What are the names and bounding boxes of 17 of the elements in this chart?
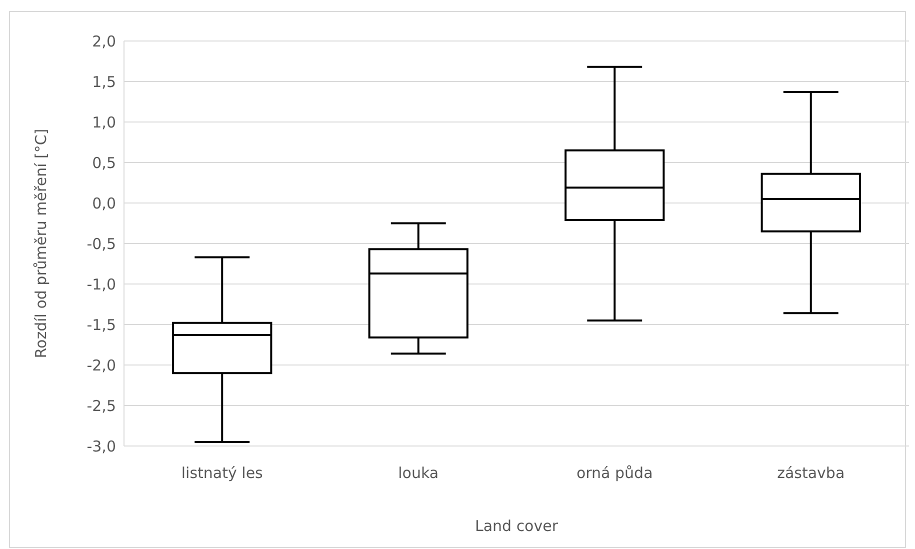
y-tick-label: 2,0 bbox=[92, 32, 116, 50]
y-tick-label: -2,0 bbox=[86, 356, 116, 374]
x-tick-label: louka bbox=[398, 464, 439, 482]
y-tick-label: 1,0 bbox=[92, 113, 116, 132]
y-tick-label: 0,0 bbox=[92, 194, 116, 212]
y-tick-label: 0,5 bbox=[92, 154, 116, 172]
y-tick-label: 1,5 bbox=[92, 72, 116, 91]
y-axis-title: Rozdíl od průměru měření [°C] bbox=[32, 128, 50, 358]
y-tick-label: -1,5 bbox=[86, 316, 116, 334]
x-tick-label: listnatý les bbox=[181, 464, 264, 482]
x-axis-title: Land cover bbox=[474, 517, 559, 535]
y-tick-label: -1,0 bbox=[86, 275, 116, 294]
y-tick-label: -3,0 bbox=[86, 437, 116, 456]
x-tick-label: orná půda bbox=[576, 464, 653, 482]
x-tick-label: zástavba bbox=[777, 464, 845, 482]
y-tick-label: -0,5 bbox=[86, 234, 116, 253]
y-tick-label: -2,5 bbox=[86, 396, 116, 415]
